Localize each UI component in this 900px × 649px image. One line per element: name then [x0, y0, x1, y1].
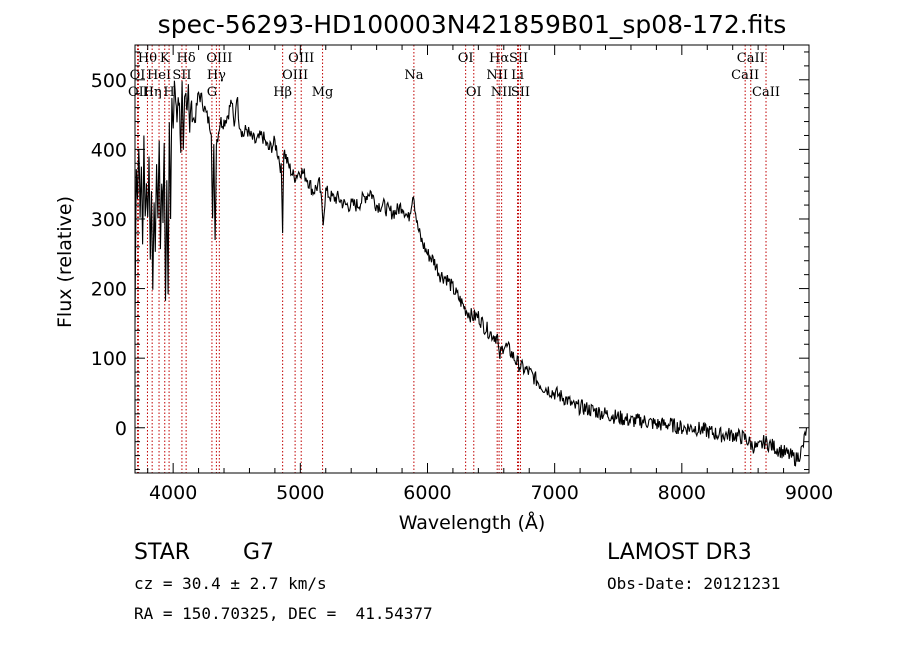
marker-label-5: HeI [147, 68, 171, 83]
y-tick-label: 300 [91, 209, 127, 231]
marker-label-1: OI [130, 68, 146, 83]
y-tick-label: 0 [115, 418, 127, 440]
marker-label-15: Mg [312, 85, 334, 100]
spectral-subclass: G7 [243, 540, 275, 565]
x-tick-label: 4000 [149, 482, 197, 504]
survey-name: LAMOST DR3 [607, 540, 752, 565]
redshift-value: cz = 30.4 ± 2.7 km/s [134, 574, 327, 593]
plot-area [135, 80, 808, 467]
marker-label-18: OI [466, 85, 482, 100]
marker-label-4: K [160, 51, 170, 66]
x-tick-label: 6000 [403, 482, 451, 504]
marker-label-3: Hη [143, 85, 162, 100]
y-tick-label: 100 [91, 348, 127, 370]
marker-label-26: CaII [731, 68, 759, 83]
observation-date: Obs-Date: 20121231 [607, 574, 781, 593]
marker-label-11: G [207, 85, 217, 100]
plot-frame [134, 44, 810, 474]
marker-label-25: CaII [737, 51, 765, 66]
marker-label-10: Hγ [207, 68, 226, 83]
marker-label-19: Hα [489, 51, 509, 66]
y-axis-label: Flux (relative) [54, 196, 76, 328]
y-tick-label: 500 [91, 70, 127, 92]
x-tick-label: 5000 [276, 482, 324, 504]
marker-label-0: Hθ [138, 51, 157, 66]
chart-title: spec-56293-HD100003N421859B01_sp08-172.f… [158, 10, 787, 39]
marker-label-6: SII [172, 68, 191, 83]
x-tick-label: 7000 [530, 482, 578, 504]
y-tick-label: 400 [91, 139, 127, 161]
marker-label-13: OIII [282, 68, 308, 83]
spectrum-line [135, 80, 808, 467]
axes: 4000 5000 6000 7000 8000 9000 0 100 200 300 400 500 [91, 44, 833, 504]
y-tick-label: 200 [91, 279, 127, 301]
marker-label-24: SII [511, 85, 530, 100]
marker-label-12: OIII [288, 51, 314, 66]
marker-label-17: OI [458, 51, 474, 66]
marker-label-8: Hδ [177, 51, 196, 66]
x-tick-label: 8000 [658, 482, 706, 504]
marker-label-2: OII [128, 85, 149, 100]
coordinates: RA = 150.70325, DEC = 41.54377 [134, 604, 433, 623]
marker-label-7: H [163, 85, 174, 100]
marker-label-20: SII [509, 51, 528, 66]
marker-label-27: CaII [752, 85, 780, 100]
object-type: STAR [134, 540, 191, 565]
marker-label-21: NII [486, 68, 508, 83]
marker-label-22: Li [511, 68, 524, 83]
x-axis-label: Wavelength (Å) [399, 511, 546, 534]
marker-label-9: OIII [206, 51, 232, 66]
marker-label-23: NII [491, 85, 513, 100]
marker-label-16: Na [404, 68, 423, 83]
x-tick-label: 9000 [785, 482, 833, 504]
marker-label-14: Hβ [273, 85, 292, 100]
